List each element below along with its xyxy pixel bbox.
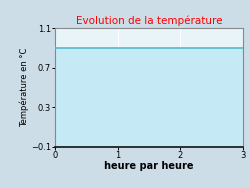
Y-axis label: Température en °C: Température en °C <box>20 48 29 127</box>
X-axis label: heure par heure: heure par heure <box>104 161 194 171</box>
Title: Evolution de la température: Evolution de la température <box>76 16 222 26</box>
